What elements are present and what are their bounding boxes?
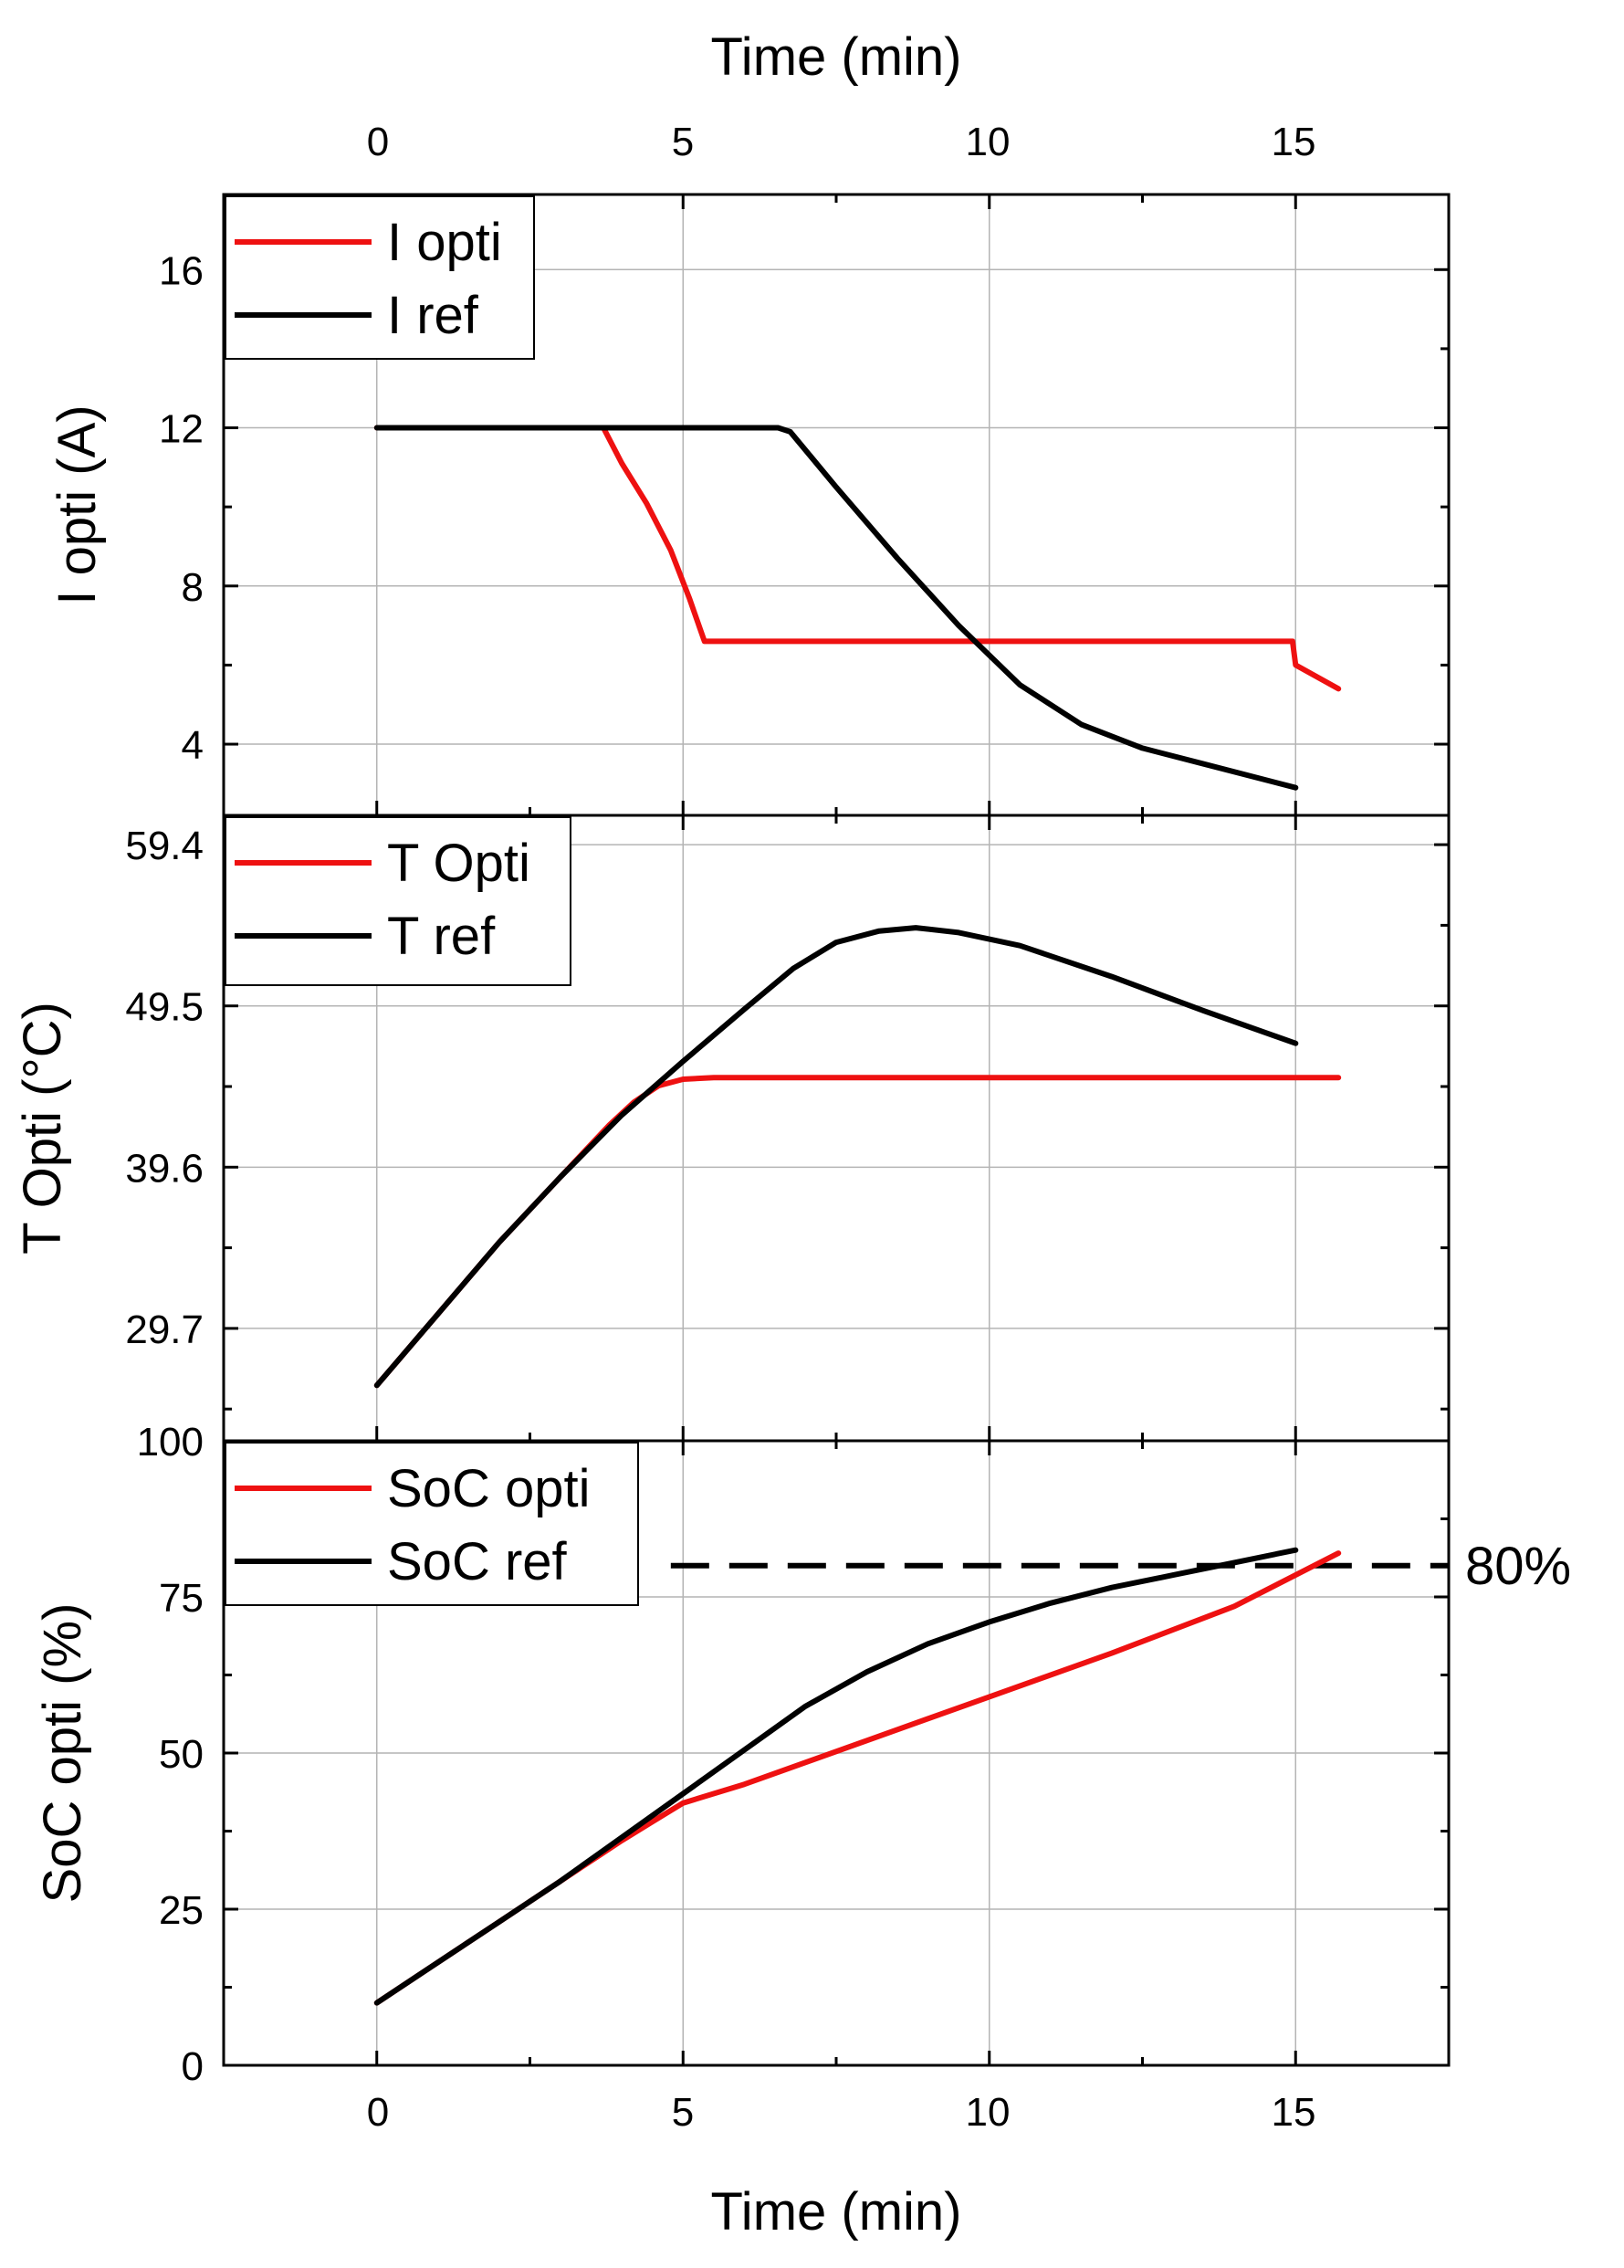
- legend-box: [225, 816, 571, 986]
- y-tick-label: 16: [159, 248, 204, 293]
- legend-box: [225, 1442, 639, 1606]
- top-x-tick-label: 15: [1272, 120, 1316, 164]
- grid-layer: [224, 194, 1449, 2066]
- y-tick-label: 39.6: [125, 1146, 204, 1191]
- line-layer: [373, 425, 1449, 2006]
- reference-line-label: 80%: [1465, 1537, 1571, 1596]
- top-tick-labels: 0 5 10 15: [367, 120, 1316, 164]
- y-axis-title: T Opti (°C): [13, 1002, 72, 1255]
- y-tick-label: 8: [182, 565, 204, 610]
- y-tick-label: 29.7: [125, 1307, 204, 1352]
- legend-layer: I opti I ref T Opti T ref SoC opti SoC ref: [225, 195, 639, 1606]
- legend-label: I ref: [387, 286, 479, 345]
- bottom-x-tick-label: 10: [966, 2090, 1011, 2135]
- y-tick-label: 59.4: [125, 824, 204, 868]
- panel-frame: [222, 1439, 1451, 2067]
- top-x-tick-label: 0: [367, 120, 389, 164]
- top-x-tick-label: 5: [672, 120, 694, 164]
- legend-label: I opti: [387, 213, 502, 272]
- legend-label: T ref: [387, 907, 496, 966]
- y-tick-label: 100: [137, 1420, 204, 1465]
- legend-label: SoC opti: [387, 1459, 590, 1518]
- legend-label: T Opti: [387, 834, 530, 893]
- bottom-x-tick-label: 5: [672, 2090, 694, 2135]
- legend-box: [225, 195, 535, 360]
- y-axis-title: I opti (A): [47, 404, 107, 604]
- bottom-x-tick-label: 0: [367, 2090, 389, 2135]
- y-tick-label: 4: [182, 723, 204, 768]
- top-axis-title: Time (min): [711, 27, 962, 87]
- bottom-x-tick-label: 15: [1272, 2090, 1316, 2135]
- y-tick-label: 25: [159, 1888, 204, 1933]
- series-line-i-ref: [373, 425, 1299, 791]
- bottom-tick-labels: 0 5 10 15: [367, 2090, 1316, 2135]
- frame-layer: 80%: [222, 193, 1571, 2067]
- ylabels-layer: 4 8 12 16 I opti (A) 29.7 39.6 49.5 59.4 T Opti (…: [13, 248, 204, 2089]
- y-tick-label: 0: [182, 2044, 204, 2089]
- series-line-t-ref: [373, 925, 1299, 1389]
- top-x-tick-label: 10: [966, 120, 1011, 164]
- y-tick-label: 49.5: [125, 985, 204, 1030]
- bottom-axis-title: Time (min): [711, 2182, 962, 2242]
- series-line-soc-ref: [373, 1547, 1299, 2006]
- y-tick-label: 50: [159, 1732, 204, 1777]
- y-tick-label: 75: [159, 1576, 204, 1621]
- series-line-i-opti: [373, 425, 1342, 692]
- y-tick-label: 12: [159, 407, 204, 452]
- y-axis-title: SoC opti (%): [33, 1603, 92, 1904]
- series-line-soc-opti: [373, 1550, 1342, 2006]
- legend-label: SoC ref: [387, 1532, 568, 1591]
- series-line-t-opti: [373, 1075, 1342, 1389]
